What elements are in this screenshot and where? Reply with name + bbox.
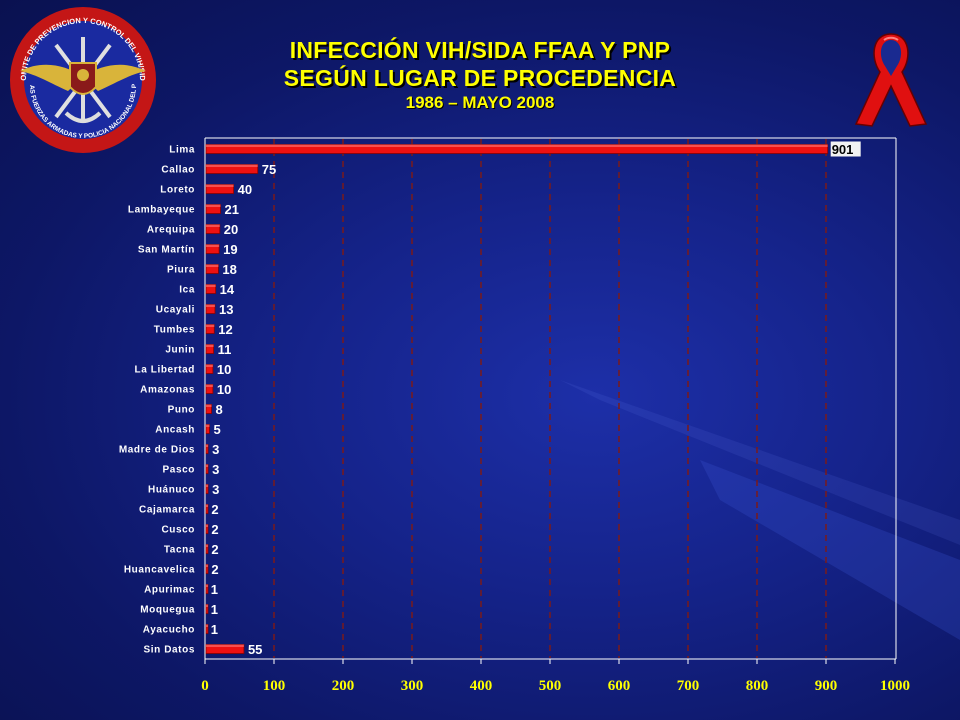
bar-highlight	[206, 504, 208, 507]
value-label: 18	[222, 262, 236, 277]
military-police-emblem-icon: COMITE DE PREVENCION Y CONTROL DEL VIH/S…	[8, 5, 156, 153]
bar-highlight	[206, 204, 221, 207]
category-label: Madre de Dios	[119, 445, 195, 456]
bar-highlight	[206, 604, 208, 607]
bar-highlight	[206, 484, 209, 487]
category-label: Puno	[168, 405, 195, 416]
category-label: Arequipa	[147, 225, 195, 236]
category-label: Tacna	[164, 545, 195, 556]
bar-highlight	[206, 264, 219, 267]
value-label: 21	[224, 202, 238, 217]
bar-highlight	[206, 384, 213, 387]
x-tick-label: 1000	[880, 678, 910, 694]
value-label: 901	[832, 142, 854, 157]
category-label: Ayacucho	[143, 625, 195, 636]
chart-title-line2: SEGÚN LUGAR DE PROCEDENCIA	[283, 65, 677, 91]
bar-highlight	[206, 444, 209, 447]
category-label: Huánuco	[148, 485, 195, 496]
bar-highlight	[206, 424, 210, 427]
bar-highlight	[206, 464, 209, 467]
category-label: Callao	[161, 165, 195, 176]
bar-highlight	[206, 344, 214, 347]
chart-title-line1: INFECCIÓN VIH/SIDA FFAA Y PNP	[289, 37, 671, 63]
category-label: Tumbes	[154, 325, 195, 336]
value-label: 75	[262, 162, 276, 177]
bar-highlight	[206, 584, 208, 587]
category-label: La Libertad	[135, 365, 196, 376]
category-label: Cusco	[161, 525, 195, 536]
bar-highlight	[206, 144, 828, 147]
value-label: 13	[219, 302, 233, 317]
bar-highlight	[206, 184, 234, 187]
category-label: Huancavelica	[124, 565, 195, 576]
category-label: Pasco	[163, 465, 195, 476]
value-label: 40	[238, 182, 252, 197]
x-tick-label: 800	[746, 678, 769, 694]
category-label: Apurimac	[144, 585, 195, 596]
value-label: 8	[216, 402, 223, 417]
value-label: 14	[220, 282, 235, 297]
category-label: Cajamarca	[139, 505, 195, 516]
x-tick-label: 700	[677, 678, 700, 694]
bar-highlight	[206, 564, 208, 567]
x-tick-label: 0	[201, 678, 209, 694]
category-label: San Martín	[138, 245, 195, 256]
value-label: 2	[211, 562, 218, 577]
x-tick-label: 200	[332, 678, 355, 694]
category-label: Lima	[169, 145, 195, 156]
bar-highlight	[206, 404, 212, 407]
value-label: 20	[224, 222, 238, 237]
value-label: 12	[218, 322, 232, 337]
value-label: 5	[213, 422, 220, 437]
category-label: Lambayeque	[128, 205, 195, 216]
x-tick-label: 600	[608, 678, 631, 694]
value-label: 1	[211, 622, 218, 637]
bar-highlight	[206, 244, 220, 247]
x-tick-label: 300	[401, 678, 424, 694]
value-label: 3	[212, 462, 219, 477]
value-label: 1	[211, 602, 218, 617]
category-label: Piura	[167, 265, 195, 276]
bar-highlight	[206, 324, 215, 327]
bar-highlight	[206, 224, 220, 227]
bar-highlight	[206, 284, 216, 287]
value-label: 3	[212, 442, 219, 457]
category-label: Ancash	[155, 425, 195, 436]
bar-highlight	[206, 644, 244, 647]
category-label: Loreto	[160, 185, 195, 196]
category-label: Junin	[165, 345, 195, 356]
category-label: Moquegua	[140, 605, 195, 616]
value-label: 10	[217, 362, 231, 377]
bar-highlight	[206, 304, 215, 307]
category-label: Ica	[179, 285, 195, 296]
bar-highlight	[206, 164, 258, 167]
value-label: 11	[218, 342, 232, 357]
value-label: 3	[212, 482, 219, 497]
value-label: 10	[217, 382, 231, 397]
x-tick-label: 100	[263, 678, 286, 694]
bar-highlight	[206, 364, 213, 367]
category-label: Amazonas	[140, 385, 195, 396]
title-block: INFECCIÓN VIH/SIDA FFAA Y PNP SEGÚN LUGA…	[180, 36, 780, 114]
bar-highlight	[206, 544, 208, 547]
value-label: 2	[211, 502, 218, 517]
red-ribbon-icon	[854, 33, 928, 127]
value-label: 2	[211, 522, 218, 537]
category-label: Sin Datos	[143, 645, 195, 656]
value-label: 19	[223, 242, 237, 257]
bar-highlight	[206, 524, 208, 527]
value-label: 2	[211, 542, 218, 557]
x-tick-label: 400	[470, 678, 493, 694]
x-tick-label: 900	[815, 678, 838, 694]
x-tick-label: 500	[539, 678, 562, 694]
value-label: 55	[248, 642, 262, 657]
chart-subtitle: 1986 – MAYO 2008	[405, 93, 555, 112]
value-label-box	[830, 141, 861, 157]
bar-highlight	[206, 624, 208, 627]
category-label: Ucayali	[156, 305, 195, 316]
value-label: 1	[211, 582, 218, 597]
